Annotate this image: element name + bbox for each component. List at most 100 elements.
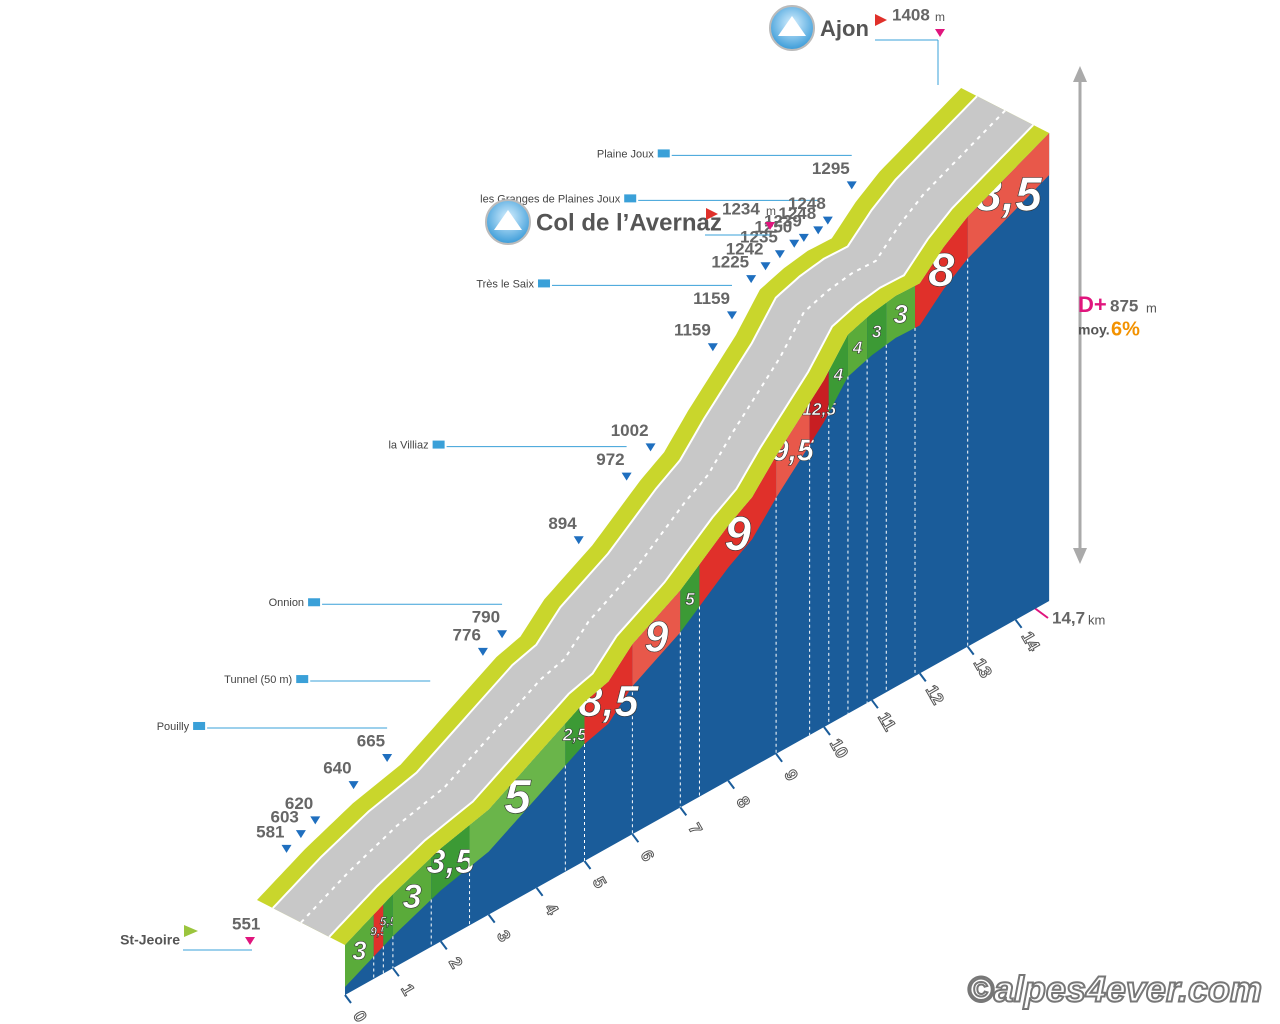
gradient-band: [915, 216, 968, 328]
waypoint-altitude: 665: [357, 731, 385, 750]
gradient-label: 8,5: [578, 678, 639, 726]
gradient-band: [680, 564, 700, 633]
waypoint-altitude: 1250: [754, 217, 792, 236]
gradient-band: [809, 370, 829, 445]
km-label: 3: [493, 927, 514, 945]
km-label: 9: [780, 766, 801, 784]
gradient-label: 9: [644, 614, 668, 662]
flag: [875, 14, 887, 26]
km-tick: [535, 887, 544, 897]
waypoint-altitude: 1159: [693, 289, 730, 308]
gradient-label: 12,5: [802, 399, 836, 419]
marker: [645, 443, 656, 452]
km-label: 14: [1018, 628, 1044, 654]
gradient-band: [383, 894, 393, 947]
km-tick: [439, 940, 448, 951]
waypoint-icon: [624, 194, 637, 203]
icon-mountain: [778, 16, 806, 36]
arrow-head: [1073, 66, 1087, 82]
marker: [774, 250, 785, 259]
km-label: 6: [637, 847, 658, 865]
km-tick: [392, 967, 400, 977]
pass-name: Col de l’Avernaz: [536, 209, 722, 236]
marker: [281, 844, 292, 853]
pass-altitude: 1234: [722, 199, 760, 218]
marker: [935, 29, 945, 37]
marker: [295, 830, 306, 839]
marker: [846, 181, 857, 190]
gradient-band: [373, 904, 384, 957]
waypoint-altitude: 790: [472, 608, 500, 627]
km-tick: [727, 779, 736, 790]
gradient-band: [469, 723, 566, 868]
waypoint-icon: [308, 598, 321, 607]
start-name: St-Jeoire: [120, 932, 180, 948]
pass-name: Ajon: [820, 16, 869, 41]
marker: [822, 216, 833, 225]
waypoint-name: la Villiaz: [388, 439, 428, 451]
waypoint-altitude: 1239: [764, 211, 802, 230]
waypoint-altitude: 1002: [611, 421, 649, 440]
gradient-label: 9,5: [772, 434, 815, 467]
marker: [765, 222, 775, 230]
distance-value: 14,7: [1052, 608, 1085, 627]
climb-label: D+: [1078, 292, 1107, 317]
gradient-band: [776, 402, 810, 498]
waypoint-altitude: 603: [271, 808, 299, 827]
gradient-band: [632, 590, 681, 687]
gradient-band: [867, 302, 887, 360]
waypoint-altitude: 1242: [726, 240, 764, 259]
marker: [310, 816, 321, 825]
km-label: 10: [826, 736, 852, 762]
unit: m: [766, 204, 776, 218]
marker: [789, 239, 800, 248]
unit: m: [935, 10, 945, 24]
waypoint-altitude: 776: [453, 625, 481, 644]
gradient-band: [967, 133, 1050, 259]
gradient-band: [847, 317, 868, 377]
marker: [707, 343, 718, 352]
waypoint-altitude: 640: [323, 759, 351, 778]
km-tick: [583, 860, 592, 870]
distance-unit: km: [1088, 612, 1105, 627]
km-tick: [966, 645, 975, 656]
marker: [573, 536, 584, 545]
km-label: 12: [922, 682, 948, 708]
icon-mountain: [494, 210, 522, 230]
km-tick: [679, 806, 688, 817]
waypoint-name: Pouilly: [157, 721, 190, 733]
km-label: 4: [541, 900, 562, 918]
km-label: 8: [732, 793, 753, 811]
waypoint-altitude: 1248: [788, 194, 826, 213]
road-border: [328, 124, 1035, 938]
waypoint-name: Onnion: [269, 597, 304, 609]
marker: [621, 472, 632, 481]
waypoint-altitude: 1235: [740, 228, 778, 247]
km-tick: [487, 913, 496, 924]
km-tick: [918, 672, 927, 683]
waypoint-altitude: 894: [548, 514, 577, 533]
gradient-band: [584, 644, 633, 744]
km-tick: [631, 833, 640, 843]
waypoint-icon: [657, 149, 670, 158]
gradient-label: 5: [685, 589, 695, 609]
gradient-label: 3: [402, 878, 421, 916]
waypoint-altitude: 1225: [711, 253, 749, 272]
average-label: moy.: [1078, 322, 1110, 338]
marker: [477, 647, 488, 656]
waypoint-icon: [193, 721, 206, 730]
marker: [245, 937, 255, 945]
waypoint-icon: [537, 279, 550, 288]
waypoint-name: Plaine Joux: [597, 148, 654, 160]
gradient-label: 4: [852, 338, 863, 358]
gradient-band: [828, 334, 848, 413]
gradient-label: 3: [893, 301, 908, 329]
climb-value: 875: [1110, 296, 1138, 315]
marker: [798, 233, 809, 242]
gradient-band: [699, 455, 777, 607]
km-label: 1: [397, 981, 418, 999]
waypoint-altitude: 1248: [778, 204, 816, 223]
marker: [726, 311, 737, 320]
gradient-band: [431, 825, 470, 900]
